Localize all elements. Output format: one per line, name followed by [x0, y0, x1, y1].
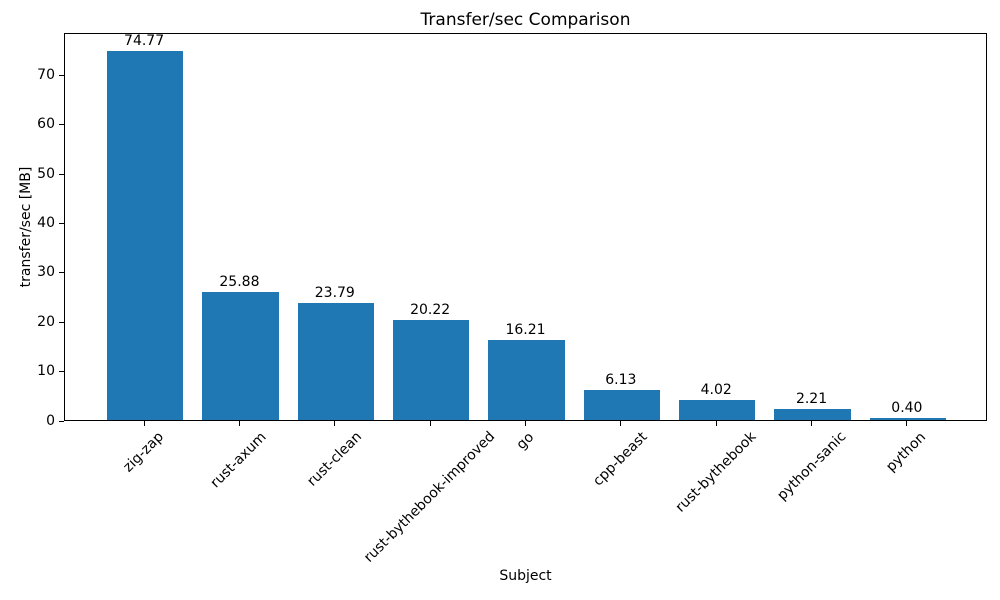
y-tick-label: 40: [37, 215, 55, 232]
x-axis-tick: [811, 421, 813, 426]
y-axis-tick: [59, 272, 64, 274]
bar: [297, 302, 374, 420]
x-tick-label: go: [513, 428, 538, 453]
x-axis-tick: [429, 421, 431, 426]
chart-title: Transfer/sec Comparison: [420, 10, 631, 30]
y-tick-label: 10: [37, 363, 55, 380]
x-tick-label: rust-clean: [304, 428, 365, 490]
bar: [869, 418, 947, 420]
x-tick-label: rust-bythebook: [672, 429, 760, 516]
y-axis-tick: [59, 321, 64, 323]
y-axis-tick: [59, 124, 64, 126]
y-tick-label: 30: [37, 264, 55, 281]
bar-value-label: 2.21: [795, 391, 828, 408]
bar: [202, 292, 279, 420]
x-axis-tick: [620, 421, 622, 426]
x-axis-label: Subject: [499, 568, 552, 584]
x-tick-label: rust-axum: [207, 429, 271, 492]
x-tick-label: python: [883, 428, 930, 475]
bar-value-label: 16.21: [505, 321, 546, 338]
y-tick-label: 50: [37, 165, 55, 182]
bar: [488, 339, 565, 420]
plot-area: [64, 33, 987, 421]
bar-value-label: 4.02: [700, 382, 732, 399]
bar: [393, 320, 470, 420]
y-tick-label: 60: [37, 116, 55, 133]
x-axis-tick: [715, 421, 717, 426]
y-axis-tick: [59, 173, 64, 175]
y-axis-tick: [59, 223, 64, 225]
bar-value-label: 25.88: [219, 274, 260, 291]
y-axis-tick: [59, 420, 64, 422]
y-tick-label: 0: [46, 412, 55, 429]
bar-value-label: 23.79: [314, 284, 355, 301]
y-axis-tick: [59, 74, 64, 76]
y-axis-tick: [59, 371, 64, 373]
x-axis-tick: [334, 421, 336, 426]
x-tick-label: python-sanic: [773, 428, 849, 505]
x-tick-label: rust-bythebook-improved: [361, 428, 499, 567]
bar: [106, 50, 184, 420]
bar-value-label: 20.22: [410, 302, 451, 319]
bar-value-label: 74.77: [124, 32, 165, 49]
x-tick-label: zig-zap: [120, 428, 168, 476]
y-tick-label: 70: [37, 66, 55, 83]
x-tick-label: cpp-beast: [590, 428, 651, 490]
bar: [583, 389, 660, 420]
bar-value-label: 0.40: [891, 400, 923, 417]
y-tick-label: 20: [37, 313, 55, 330]
x-axis-tick: [525, 421, 526, 426]
bar-value-label: 6.13: [605, 371, 637, 388]
x-axis-tick: [143, 421, 145, 426]
x-axis-tick: [906, 421, 908, 426]
bar: [774, 409, 851, 420]
bar: [679, 400, 756, 420]
x-axis-tick: [238, 421, 240, 426]
